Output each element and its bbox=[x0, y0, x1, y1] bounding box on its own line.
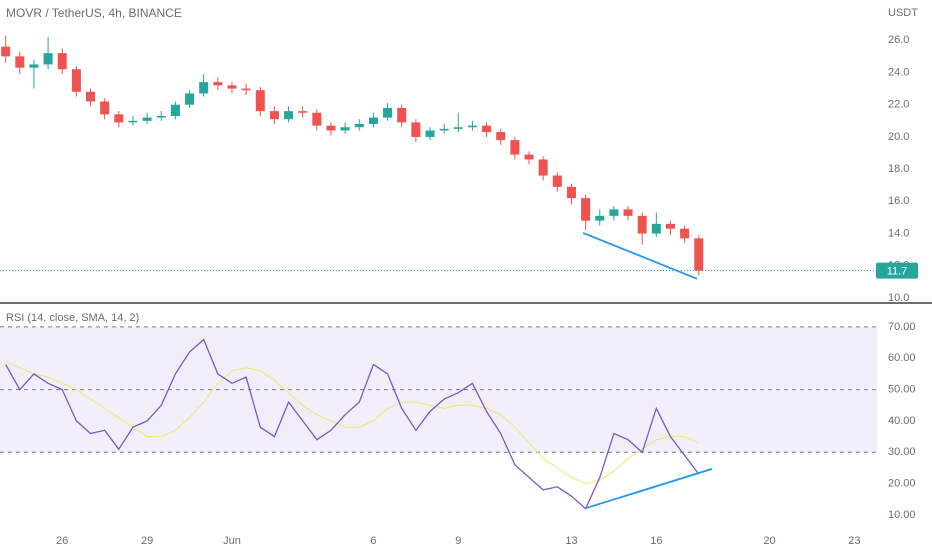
x-tick-label: 26 bbox=[56, 535, 68, 547]
y-tick-label: 40.00 bbox=[888, 415, 916, 427]
y-tick-label: 20.00 bbox=[888, 478, 916, 490]
candle-body bbox=[43, 53, 53, 65]
candle-body bbox=[284, 111, 294, 120]
chart-title: MOVR / TetherUS, 4h, BINANCE bbox=[6, 6, 182, 20]
y-tick-label: 30.00 bbox=[888, 446, 916, 458]
candle-body bbox=[383, 107, 393, 118]
candle-body bbox=[340, 127, 350, 131]
last-price-box bbox=[876, 262, 918, 279]
candle-body bbox=[609, 209, 619, 216]
x-tick-label: 20 bbox=[763, 535, 775, 547]
candle-body bbox=[524, 154, 534, 160]
y-axis-label: USDT bbox=[888, 7, 918, 19]
candle-body bbox=[467, 125, 477, 128]
candle-body bbox=[29, 64, 39, 68]
candle-body bbox=[255, 90, 265, 112]
y-tick-label: 10.00 bbox=[888, 509, 916, 521]
candle-body bbox=[439, 128, 449, 131]
candle-body bbox=[397, 107, 407, 123]
candle-body bbox=[142, 117, 152, 121]
candle-body bbox=[581, 198, 591, 221]
candle-body bbox=[71, 69, 81, 92]
candle-body bbox=[411, 122, 421, 137]
x-tick-label: 13 bbox=[565, 535, 577, 547]
last-price-label: 11.7 bbox=[887, 265, 908, 277]
series-line bbox=[5, 338, 700, 510]
y-tick-label: 10.0 bbox=[888, 292, 909, 304]
candle-body bbox=[1, 46, 11, 57]
series-line bbox=[5, 360, 700, 485]
y-tick-label: 70.00 bbox=[888, 321, 916, 333]
candle-body bbox=[425, 130, 435, 137]
candle-body bbox=[680, 228, 690, 239]
candle-body bbox=[694, 238, 704, 271]
candle-body bbox=[199, 82, 209, 94]
candle-body bbox=[326, 125, 336, 131]
candle-body bbox=[538, 159, 548, 176]
candle-body bbox=[354, 124, 364, 128]
y-tick-label: 16.0 bbox=[888, 195, 909, 207]
x-tick-label: 16 bbox=[650, 535, 662, 547]
y-tick-label: 26.0 bbox=[888, 34, 909, 46]
y-tick-label: 18.0 bbox=[888, 163, 909, 175]
trend-line bbox=[585, 468, 713, 509]
candle-body bbox=[552, 175, 562, 187]
candle-body bbox=[86, 91, 96, 102]
candle-body bbox=[170, 104, 180, 116]
y-tick-label: 14.0 bbox=[888, 227, 909, 239]
x-tick-label: 9 bbox=[455, 535, 461, 547]
candle-body bbox=[269, 111, 279, 120]
candle-body bbox=[312, 112, 322, 126]
y-tick-label: 20.0 bbox=[888, 131, 909, 143]
candle-body bbox=[368, 117, 378, 125]
candle-body bbox=[510, 140, 520, 155]
candle-body bbox=[298, 111, 308, 113]
candle-body bbox=[241, 88, 251, 91]
candle-body bbox=[185, 93, 195, 105]
candle-body bbox=[665, 223, 675, 229]
x-tick-label: 6 bbox=[370, 535, 376, 547]
candle-body bbox=[227, 85, 237, 89]
candle-body bbox=[453, 127, 463, 129]
candle-body bbox=[595, 215, 605, 221]
indicator-title: RSI (14, close, SMA, 14, 2) bbox=[6, 312, 139, 324]
y-tick-label: 60.00 bbox=[888, 352, 916, 364]
candle-body bbox=[482, 125, 492, 133]
x-tick-label: Jun bbox=[223, 535, 241, 547]
candle-body bbox=[128, 120, 138, 123]
y-tick-label: 24.0 bbox=[888, 66, 909, 78]
candle-body bbox=[100, 101, 110, 115]
candle-body bbox=[566, 186, 576, 199]
candle-body bbox=[637, 215, 647, 234]
y-tick-label: 22.0 bbox=[888, 99, 909, 111]
candle-body bbox=[57, 53, 67, 70]
candle-body bbox=[496, 132, 506, 141]
candle-body bbox=[156, 115, 166, 118]
y-tick-label: 50.00 bbox=[888, 384, 916, 396]
candle-body bbox=[15, 56, 25, 68]
x-tick-label: 23 bbox=[848, 535, 860, 547]
candle-body bbox=[213, 82, 223, 86]
trend-line bbox=[582, 232, 698, 280]
candle-body bbox=[623, 209, 633, 216]
candle-body bbox=[114, 114, 124, 123]
candle-body bbox=[651, 223, 661, 234]
x-tick-label: 29 bbox=[141, 535, 153, 547]
